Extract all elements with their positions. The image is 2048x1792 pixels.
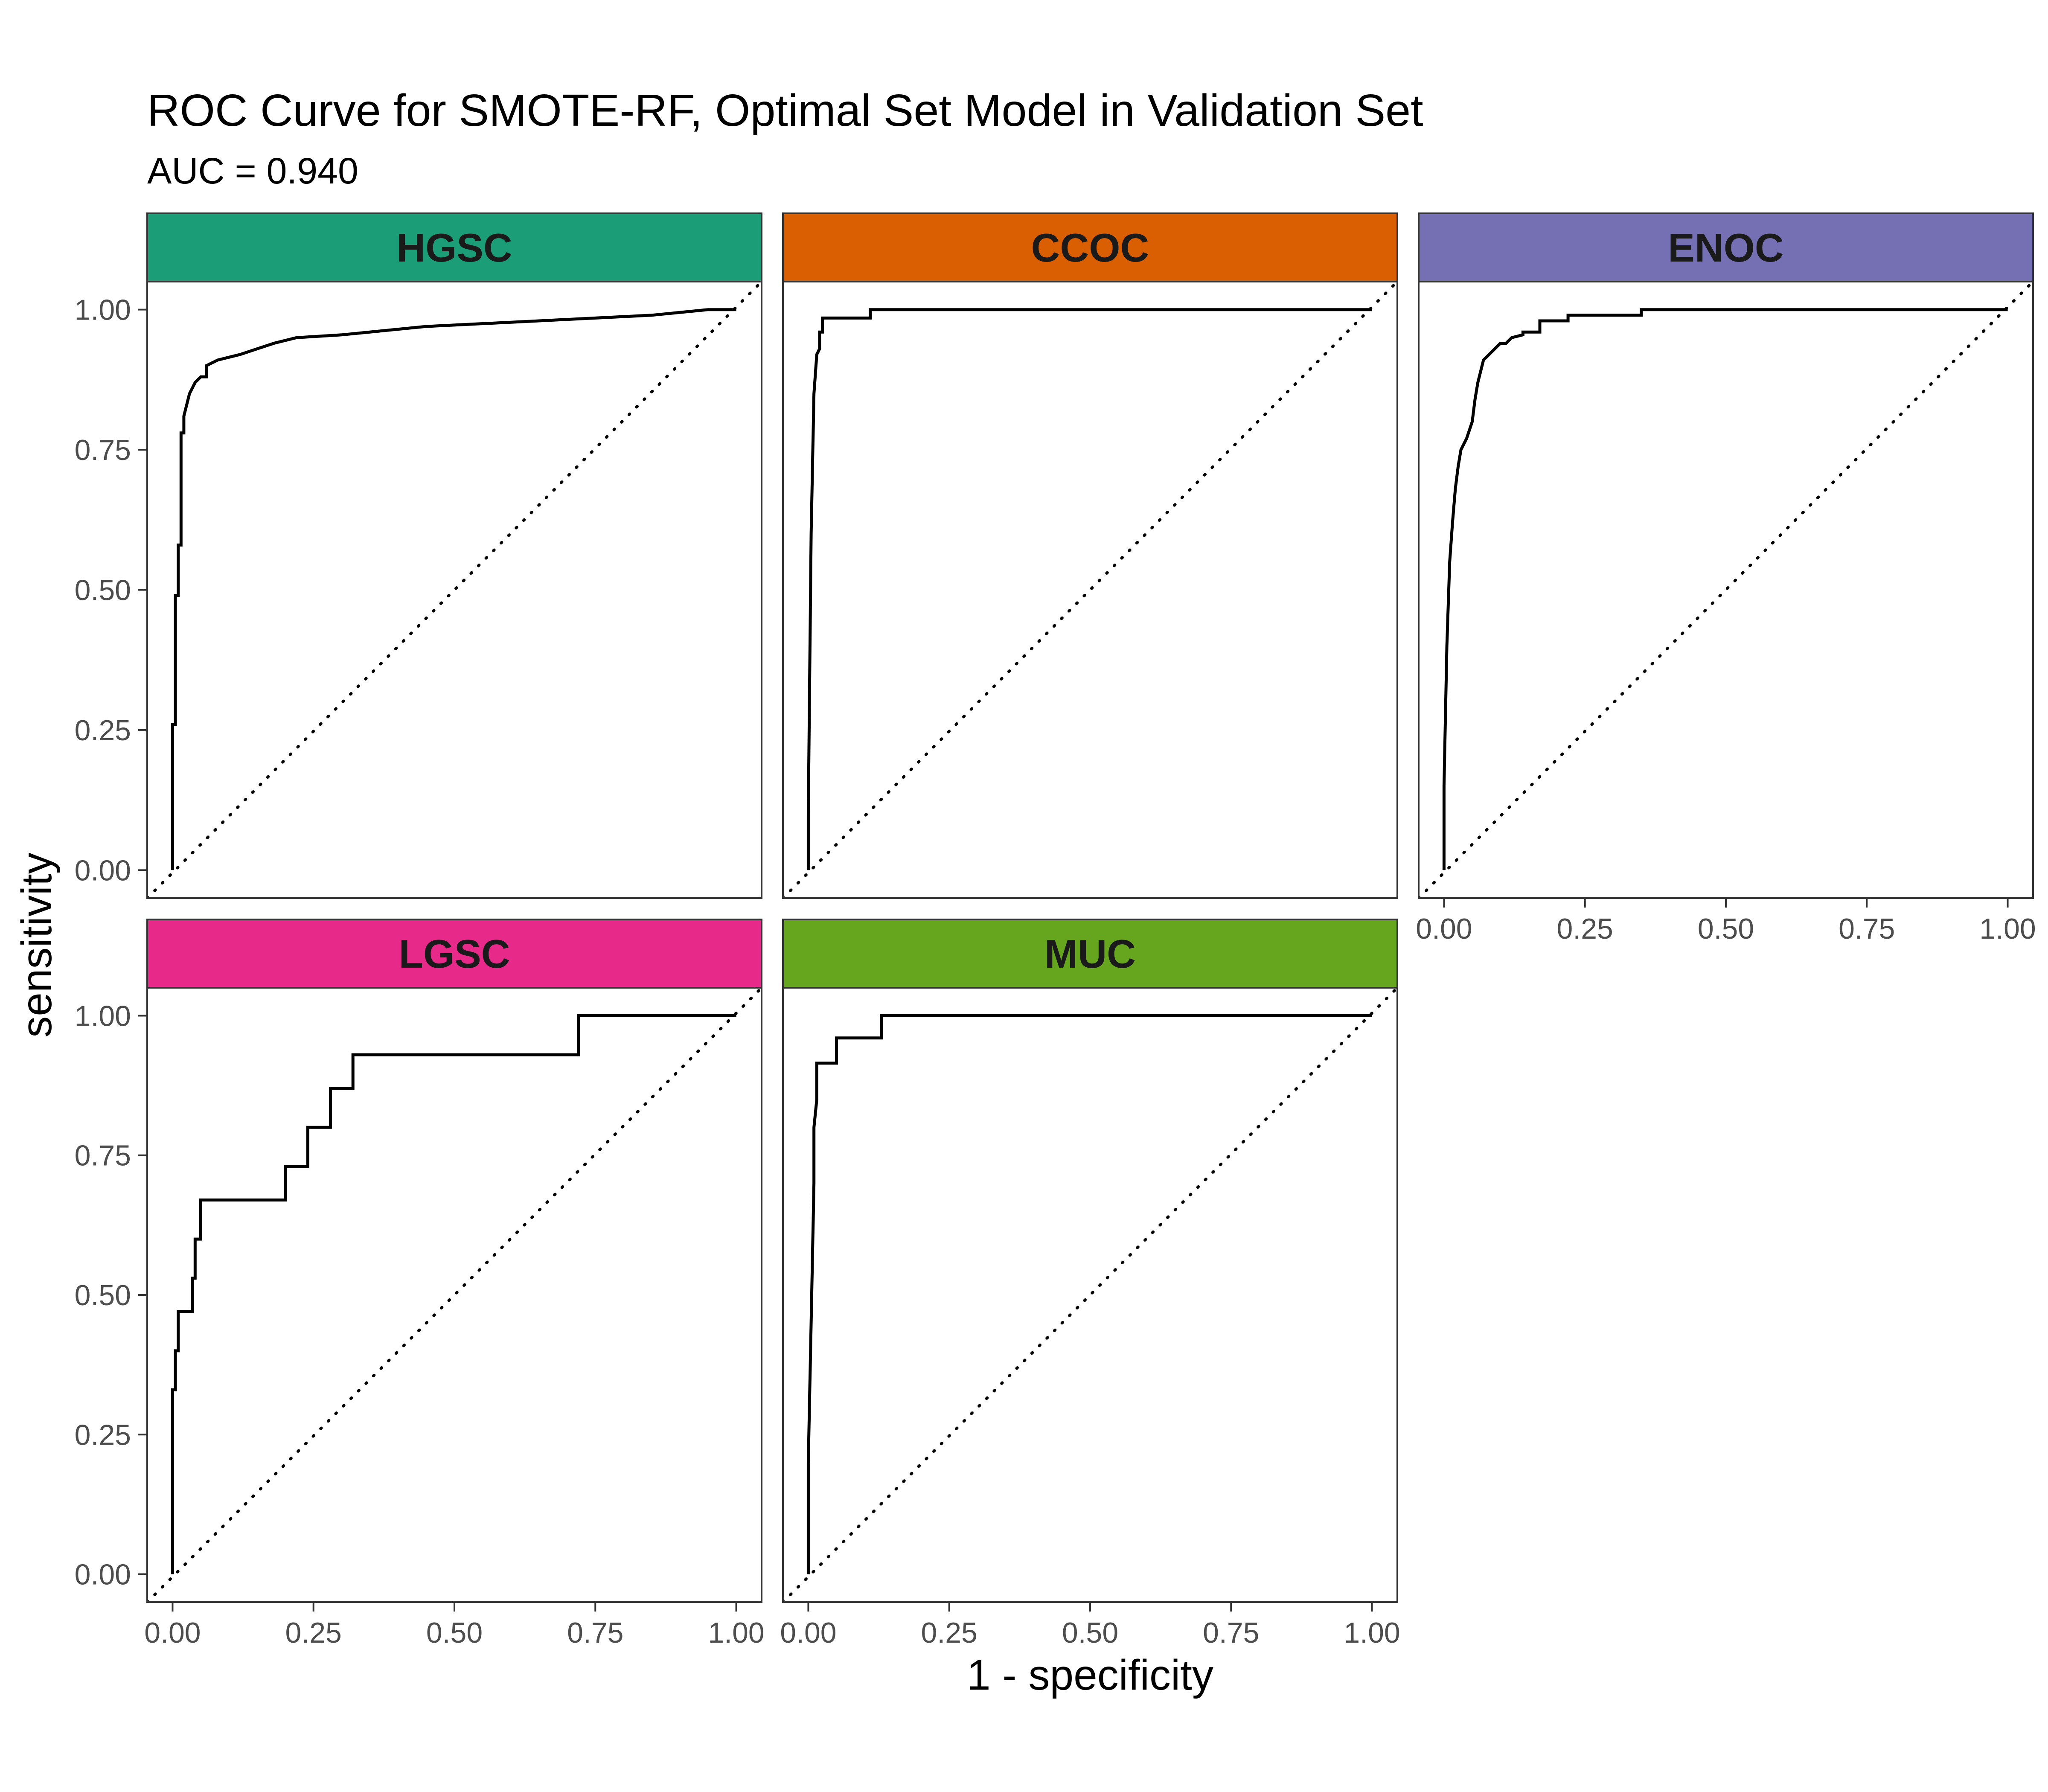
facet-hgsc: HGSC 0.00 0.25 0.50 0.75 1.00: [75, 212, 762, 899]
y-tick-label: 0.25: [75, 714, 131, 747]
facet-muc: MUC 0.00 0.25 0.50 0.75 1.00: [780, 919, 1400, 1649]
roc-curve: [171, 1014, 736, 1574]
reference-diagonal-line: [1419, 282, 2033, 898]
facet-strip-label: MUC: [1044, 931, 1136, 976]
facet-strip: [1418, 212, 2034, 282]
facet-strip-label: CCOC: [1031, 225, 1149, 270]
y-axis-title: sensitivity: [13, 852, 61, 1037]
roc-curve: [171, 308, 736, 870]
roc-curve: [806, 1014, 1372, 1574]
x-tick-label: 0.00: [1416, 913, 1472, 945]
facet-panels: HGSC 0.00 0.25 0.50 0.75 1.00 CCOC ENOC 0.00 0.25…: [75, 212, 2036, 1649]
chart-subtitle: AUC = 0.940: [147, 151, 358, 192]
y-tick-label: 1.00: [75, 294, 131, 326]
y-tick-label: 1.00: [75, 1000, 131, 1032]
x-tick-label: 0.00: [144, 1617, 201, 1649]
facet-strip: [782, 919, 1398, 989]
facet-enoc: ENOC 0.00 0.25 0.50 0.75 1.00: [1416, 212, 2036, 945]
reference-diagonal-line: [783, 282, 1397, 898]
facet-strip-label: HGSC: [396, 225, 512, 270]
y-tick-label: 0.75: [75, 434, 131, 466]
roc-curve: [1442, 308, 2008, 870]
x-tick-label: 0.00: [780, 1617, 836, 1649]
y-tick-label: 0.00: [75, 854, 131, 887]
x-tick-label: 0.25: [1557, 913, 1613, 945]
y-tick-label: 0.75: [75, 1140, 131, 1172]
reference-diagonal-line: [147, 282, 762, 898]
x-tick-label: 0.75: [1203, 1617, 1259, 1649]
facet-strip: [146, 919, 762, 989]
y-tick-label: 0.25: [75, 1419, 131, 1451]
y-tick-label: 0.50: [75, 1279, 131, 1312]
roc-curve: [806, 308, 1372, 870]
reference-diagonal-line: [783, 988, 1397, 1602]
x-tick-label: 1.00: [1344, 1617, 1400, 1649]
x-tick-label: 0.25: [285, 1617, 342, 1649]
y-tick-label: 0.50: [75, 574, 131, 607]
facet-strip-label: ENOC: [1668, 225, 1784, 270]
x-tick-label: 0.50: [1698, 913, 1754, 945]
chart-title: ROC Curve for SMOTE-RF, Optimal Set Mode…: [147, 85, 1423, 136]
x-tick-label: 0.75: [567, 1617, 623, 1649]
x-axis-title: 1 - specificity: [967, 1651, 1213, 1699]
facet-strip-label: LGSC: [399, 931, 510, 976]
facet-strip: [146, 212, 762, 282]
panel-border: [1418, 281, 2034, 899]
panel-border: [782, 281, 1398, 899]
x-tick-label: 1.00: [1979, 913, 2036, 945]
facet-lgsc: LGSC 0.00 0.25 0.50 0.75 1.00 0.00 0.25 0.50 0.75…: [75, 919, 765, 1649]
x-tick-label: 0.25: [921, 1617, 977, 1649]
panel-border: [146, 281, 762, 899]
x-tick-label: 0.75: [1839, 913, 1895, 945]
x-tick-label: 1.00: [708, 1617, 764, 1649]
y-tick-label: 0.00: [75, 1559, 131, 1591]
x-tick-label: 0.50: [1062, 1617, 1118, 1649]
facet-ccoc: CCOC: [782, 212, 1398, 899]
reference-diagonal-line: [147, 988, 762, 1602]
x-tick-label: 0.50: [426, 1617, 483, 1649]
